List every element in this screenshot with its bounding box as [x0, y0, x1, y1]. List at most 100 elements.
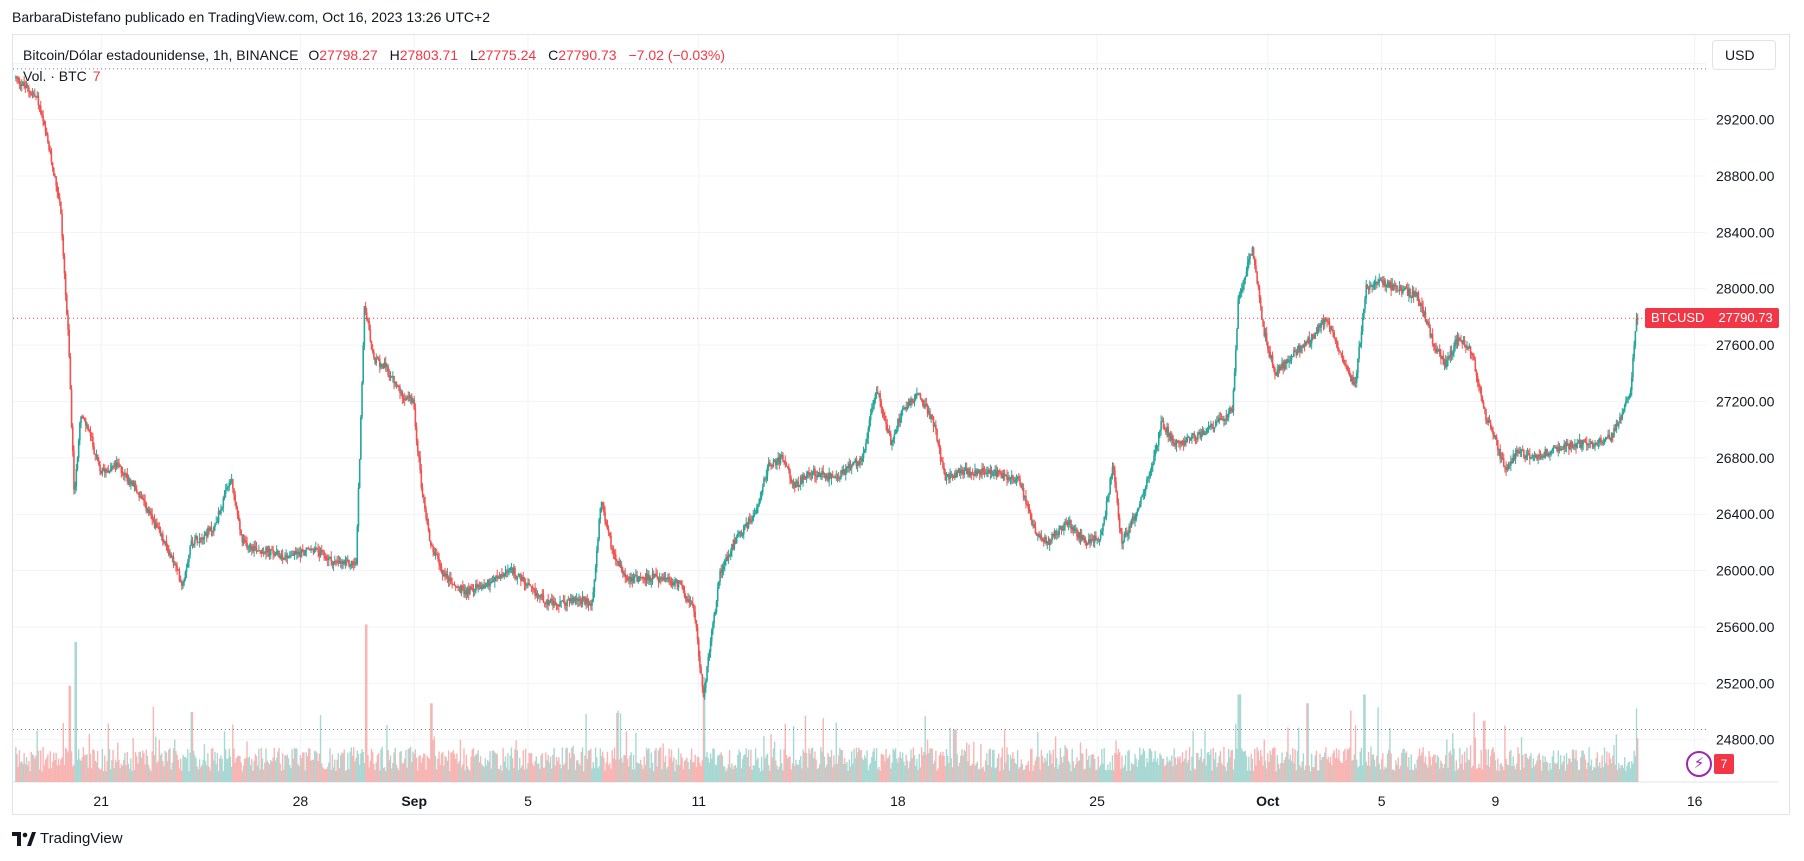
candle-body [1380, 279, 1383, 281]
candle-body [1231, 409, 1234, 412]
x-tick-label: 25 [1089, 793, 1105, 809]
volume-bar [1126, 770, 1128, 782]
candle-body [686, 599, 688, 602]
volume-bar [1555, 764, 1557, 782]
volume-bar [813, 758, 815, 782]
candle-body [216, 521, 219, 523]
candle-body [946, 474, 949, 477]
volume-bar [1058, 764, 1060, 782]
symbol-description[interactable]: Bitcoin/Dólar estadounidense, 1h, BINANC… [23, 47, 299, 63]
volume-bar [1112, 770, 1115, 782]
volume-bar [393, 752, 395, 782]
flash-icon[interactable]: ⚡ [1686, 751, 1712, 777]
volume-bar [1130, 762, 1133, 782]
volume-bar [1606, 751, 1608, 782]
x-tick-label: 9 [1492, 793, 1500, 809]
y-axis[interactable]: 29600.0029200.0028800.0028400.0028000.00… [1716, 55, 1775, 748]
volume-bar [1347, 749, 1350, 782]
volume-bar [54, 759, 56, 782]
candle-body [1379, 279, 1382, 281]
candle-body [804, 478, 807, 480]
volume-bar [530, 753, 533, 782]
candle-body [1323, 318, 1326, 325]
x-axis[interactable]: 21 28 Sep 5 11 18 25 Oct 5 9 16 [93, 793, 1702, 809]
volume-bar [1593, 766, 1595, 782]
candle-body [859, 458, 861, 465]
volume-bar [1079, 742, 1082, 782]
candle-body [957, 469, 960, 472]
volume-bar [92, 749, 94, 782]
volume-bar [395, 764, 398, 782]
candle-body [542, 595, 545, 603]
volume-bar [1429, 756, 1431, 782]
candle-body [958, 469, 961, 474]
volume-bar [1576, 760, 1578, 782]
volume-bar [81, 757, 83, 782]
volume-bar [1329, 756, 1332, 782]
candle-body [196, 536, 199, 543]
volume-bar [611, 750, 613, 782]
volume-bar [405, 750, 407, 782]
candle-body [830, 474, 833, 479]
candle-body [765, 475, 768, 480]
candle-body [421, 487, 424, 495]
candle-body [1546, 453, 1549, 457]
volume-bar [1540, 770, 1543, 782]
volume-bar [1269, 750, 1271, 782]
candle-body [750, 520, 752, 523]
candle-body [19, 83, 22, 87]
candle-body [955, 472, 957, 478]
volume-bar [1185, 750, 1187, 782]
volume-bar [559, 764, 561, 782]
candle-body [482, 584, 484, 587]
volume-bar [797, 764, 800, 782]
candle-body [511, 567, 514, 575]
candle-body [128, 479, 131, 485]
volume-bar [815, 759, 817, 782]
candle-body [22, 82, 24, 86]
candle-body [1568, 445, 1570, 450]
candle-body [931, 414, 934, 418]
volume-label[interactable]: Vol. · BTC [23, 68, 87, 84]
candle-body [215, 522, 218, 524]
volume-bar [1244, 750, 1246, 782]
candle-body [126, 474, 129, 482]
volume-bar [40, 750, 42, 782]
candle-body [1136, 509, 1139, 513]
volume-bar [924, 716, 926, 782]
volume-bar [101, 749, 104, 782]
candle-body [400, 391, 402, 393]
candle-body [1532, 455, 1535, 457]
candle-body [1341, 355, 1344, 360]
volume-bar [156, 763, 158, 782]
volume-bar [928, 752, 930, 782]
candle-body [393, 375, 395, 384]
candle-body [99, 464, 101, 472]
candle-body [661, 577, 663, 579]
volume-bar [1284, 757, 1287, 782]
candle-body [701, 674, 704, 687]
volume-bar [1421, 752, 1423, 782]
volume-bar [540, 755, 542, 782]
candle-body [831, 474, 834, 478]
currency-button[interactable]: USD [1712, 40, 1776, 70]
candle-body [1214, 421, 1217, 428]
candle-body [889, 434, 892, 446]
candle-body [146, 508, 149, 512]
volume-bar [1217, 763, 1219, 782]
volume-bar [478, 762, 481, 782]
candle-body [971, 474, 974, 476]
candle-body [741, 534, 744, 537]
candle-body [568, 599, 571, 602]
candle-body [1616, 423, 1619, 427]
volume-bar [415, 757, 418, 782]
volume-bar [353, 747, 355, 782]
candle-body [422, 494, 425, 498]
candle-body [578, 598, 580, 601]
candle-body [100, 471, 103, 474]
candle-body [856, 462, 859, 467]
volume-bar [514, 749, 516, 782]
candle-body [954, 472, 956, 478]
volume-bar [1456, 770, 1459, 782]
